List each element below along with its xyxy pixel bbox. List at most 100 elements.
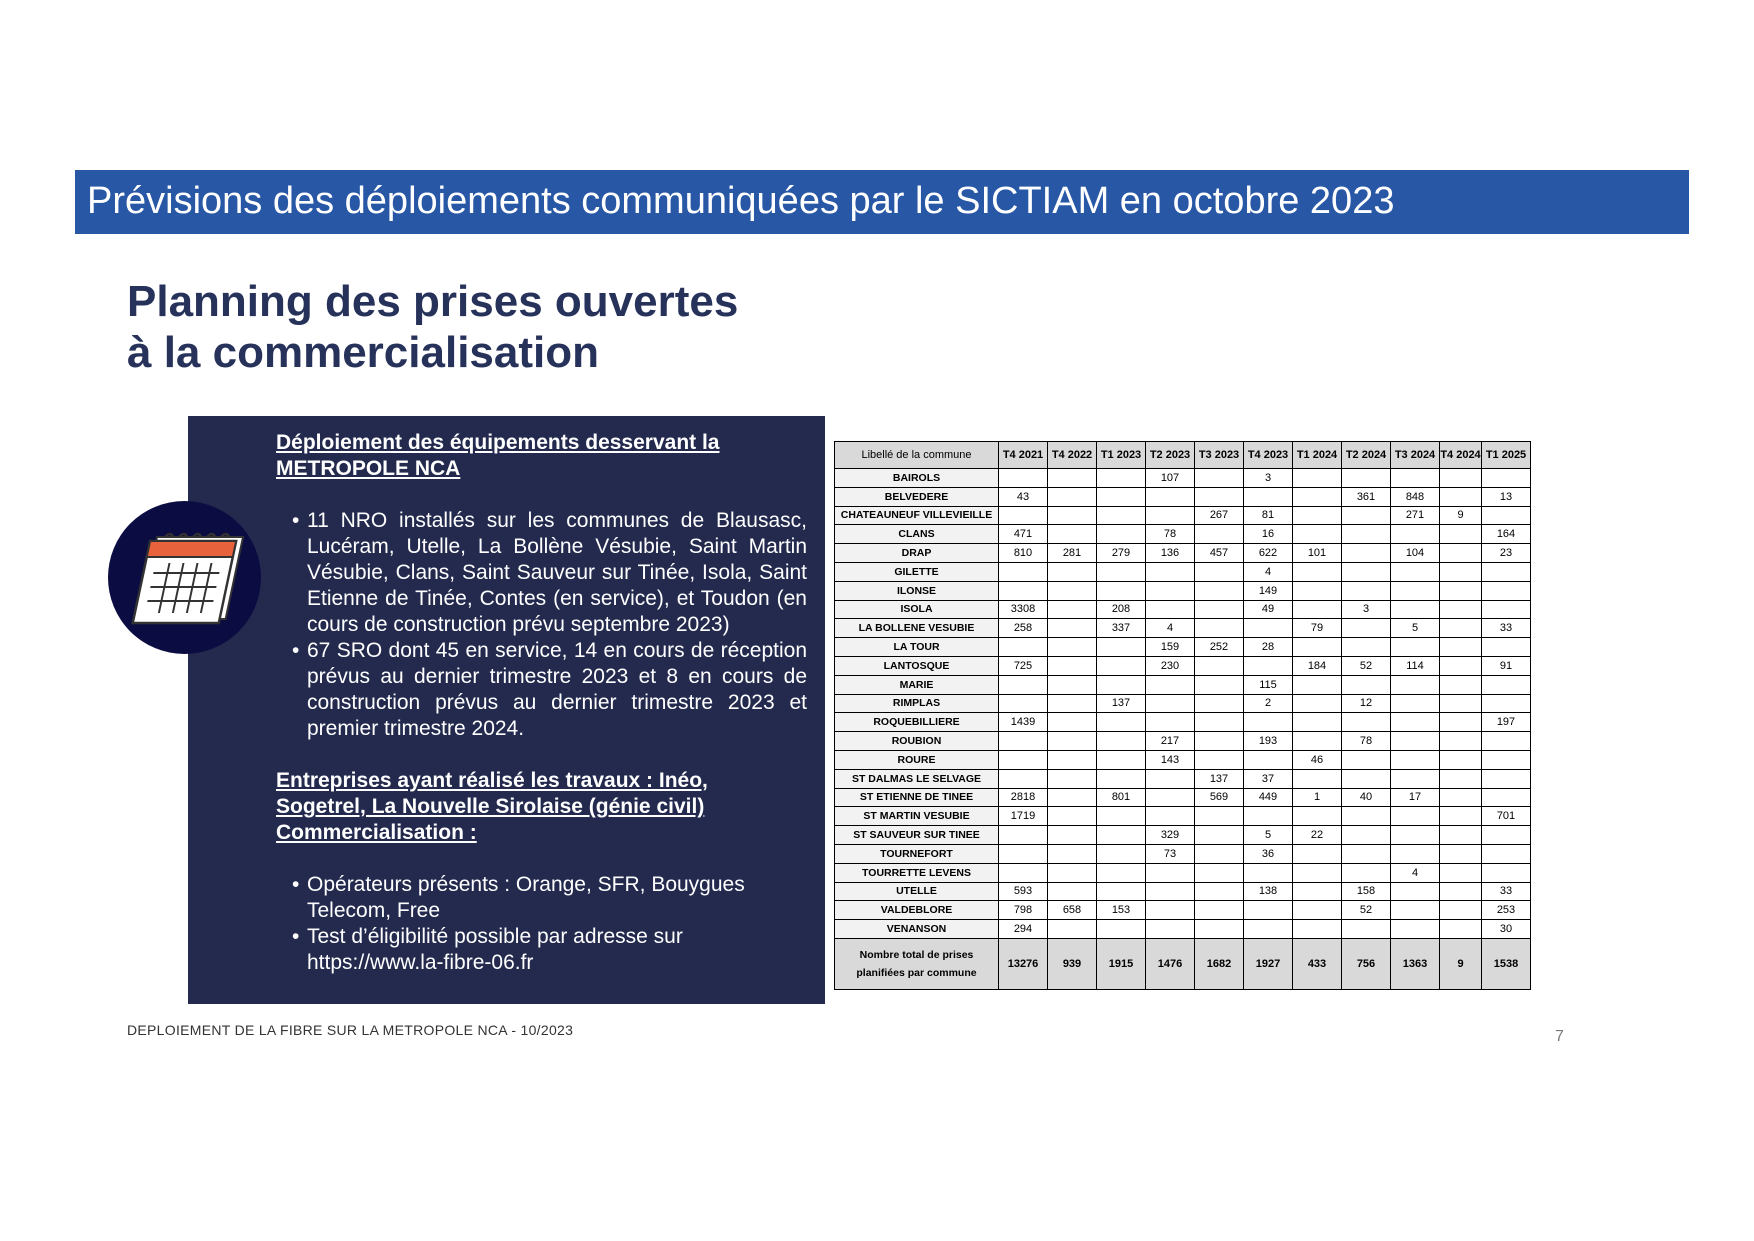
commune-name-cell: LA BOLLENE VESUBIE <box>834 618 999 639</box>
table-row: ROQUEBILLIERE 1439 197 <box>834 712 1531 733</box>
value-cell <box>1145 900 1195 921</box>
value-cell <box>1145 787 1195 808</box>
value-cell <box>1096 561 1146 582</box>
value-cell: 104 <box>1390 543 1440 563</box>
column-header-period: T4 2022 <box>1047 441 1097 469</box>
value-cell <box>1341 749 1391 770</box>
value-cell <box>1047 674 1097 695</box>
value-cell <box>1047 505 1097 526</box>
value-cell: 2818 <box>998 787 1048 808</box>
value-cell: 279 <box>1096 543 1146 563</box>
value-cell <box>1481 825 1531 845</box>
value-cell: 138 <box>1243 881 1293 902</box>
value-cell <box>1047 862 1097 883</box>
commune-name-cell: ROQUEBILLIERE <box>834 712 999 733</box>
list-item-sro: 67 SRO dont 45 en service, 14 en cours d… <box>276 638 807 742</box>
value-cell: 569 <box>1194 787 1244 808</box>
value-cell: 798 <box>998 900 1048 921</box>
table-row: CLANS 471 78 16 164 <box>834 524 1531 545</box>
value-cell: 115 <box>1243 674 1293 695</box>
commune-name-cell: ISOLA <box>834 599 999 620</box>
value-cell <box>1096 468 1146 488</box>
value-cell <box>1096 580 1146 601</box>
value-cell: 91 <box>1481 655 1531 676</box>
value-cell: 329 <box>1145 825 1195 845</box>
value-cell: 46 <box>1292 749 1342 770</box>
value-cell: 848 <box>1390 486 1440 507</box>
table-row: ROURE 143 46 <box>834 749 1531 770</box>
value-cell: 33 <box>1481 618 1531 639</box>
section2-title-line3: Commercialisation : <box>276 821 477 844</box>
value-cell <box>1341 806 1391 827</box>
value-cell <box>1439 806 1482 827</box>
value-cell: 28 <box>1243 637 1293 657</box>
value-cell: 1719 <box>998 806 1048 827</box>
commune-name-cell: LANTOSQUE <box>834 655 999 676</box>
value-cell <box>1481 731 1531 751</box>
value-cell <box>1194 468 1244 488</box>
value-cell: 137 <box>1194 768 1244 789</box>
planning-table: Libellé de la commune T4 2021 T4 2022 T1 20… <box>834 441 1531 990</box>
value-cell <box>1194 900 1244 921</box>
value-cell <box>1439 618 1482 639</box>
table-row: ROUBION 217 193 78 <box>834 731 1531 751</box>
value-cell <box>1047 787 1097 808</box>
value-cell <box>1194 561 1244 582</box>
value-cell: 337 <box>1096 618 1146 639</box>
value-cell: 40 <box>1341 787 1391 808</box>
value-cell <box>1341 843 1391 864</box>
section2-title-line2: Sogetrel, La Nouvelle Sirolaise (génie c… <box>276 795 705 818</box>
total-label-cell: Nombre total de prises planifiées par co… <box>834 937 999 990</box>
value-cell <box>998 843 1048 864</box>
value-cell <box>1047 768 1097 789</box>
commune-name-cell: CLANS <box>834 524 999 545</box>
value-cell <box>998 580 1048 601</box>
total-value-cell: 433 <box>1292 937 1342 990</box>
value-cell <box>1390 919 1440 939</box>
value-cell: 164 <box>1481 524 1531 545</box>
value-cell: 158 <box>1341 881 1391 902</box>
footer-text: DEPLOIEMENT DE LA FIBRE SUR LA METROPOLE… <box>127 1022 574 1038</box>
value-cell: 208 <box>1096 599 1146 620</box>
table-row: ISOLA 3308 208 49 3 <box>834 599 1531 620</box>
value-cell <box>1194 862 1244 883</box>
section1-title-line1: Déploiement des équipements desservant l… <box>276 431 720 454</box>
table-row: ST ETIENNE DE TINEE 2818 801 569 449 1 40 17 <box>834 787 1531 808</box>
heading-line-1: Planning des prises ouvertes <box>127 277 739 326</box>
value-cell <box>1390 637 1440 657</box>
value-cell <box>1390 599 1440 620</box>
table-row: LANTOSQUE 725 230 184 52 114 91 <box>834 655 1531 676</box>
value-cell <box>1292 900 1342 921</box>
total-value-cell: 1476 <box>1145 937 1195 990</box>
value-cell <box>1390 580 1440 601</box>
value-cell <box>1341 468 1391 488</box>
value-cell <box>1341 862 1391 883</box>
list-item-operators: Opérateurs présents : Orange, SFR, Bouyg… <box>276 872 807 924</box>
commune-name-cell: ST DALMAS LE SELVAGE <box>834 768 999 789</box>
commune-name-cell: BAIROLS <box>834 468 999 488</box>
value-cell <box>1292 919 1342 939</box>
value-cell <box>1390 731 1440 751</box>
value-cell <box>1145 881 1195 902</box>
column-header-period: T4 2023 <box>1243 441 1293 469</box>
value-cell: 114 <box>1390 655 1440 676</box>
value-cell: 3 <box>1243 468 1293 488</box>
value-cell <box>1194 712 1244 733</box>
value-cell: 5 <box>1243 825 1293 845</box>
commune-name-cell: TOURRETTE LEVENS <box>834 862 999 883</box>
value-cell <box>998 637 1048 657</box>
value-cell <box>998 862 1048 883</box>
value-cell <box>1439 843 1482 864</box>
value-cell: 107 <box>1145 468 1195 488</box>
value-cell <box>1047 524 1097 545</box>
value-cell: 78 <box>1341 731 1391 751</box>
value-cell <box>1243 862 1293 883</box>
value-cell <box>1439 787 1482 808</box>
value-cell: 22 <box>1292 825 1342 845</box>
value-cell <box>1194 919 1244 939</box>
value-cell: 252 <box>1194 637 1244 657</box>
calendar-badge <box>108 501 261 654</box>
value-cell: 73 <box>1145 843 1195 864</box>
value-cell: 4 <box>1390 862 1440 883</box>
value-cell: 49 <box>1243 599 1293 620</box>
